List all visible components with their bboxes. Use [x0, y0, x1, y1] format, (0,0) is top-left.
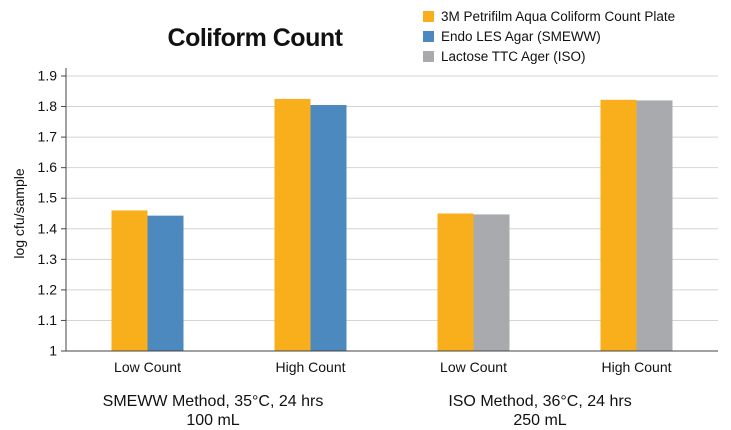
bars	[111, 98, 673, 352]
y-tick-label: 1.3	[38, 251, 58, 267]
group-label-smeww-line2: 100 mL	[186, 412, 240, 429]
bar-petrifilm-1	[111, 210, 148, 351]
y-tick-label: 1.6	[38, 159, 58, 175]
bar-petrifilm-2	[274, 98, 311, 352]
axis-labels: 1 1.1 1.2 1.3 1.4 1.5 1.6 1.7 1.8 1.9 log cfu/samp…	[11, 68, 672, 376]
y-tick-label: 1	[49, 343, 57, 359]
y-tick-label: 1.7	[38, 129, 58, 145]
legend-item-petrifilm: 3M Petrifilm Aqua Coliform Count Plate	[423, 6, 675, 26]
y-tick-label: 1.2	[38, 281, 58, 297]
chart-title: Coliform Count	[167, 24, 343, 52]
legend-label-lactose: Lactose TTC Ager (ISO)	[441, 48, 586, 64]
legend-swatch-endo	[423, 30, 434, 42]
legend-swatch-lactose	[423, 50, 434, 62]
bar-petrifilm-4	[600, 99, 637, 351]
y-tick-label: 1.9	[38, 68, 58, 84]
legend-item-lactose: Lactose TTC Ager (ISO)	[423, 46, 675, 66]
x-tick-label: Low Count	[114, 359, 181, 375]
group-label-smeww-line1: SMEWW Method, 35°C, 24 hrs	[102, 393, 324, 410]
legend: 3M Petrifilm Aqua Coliform Count Plate E…	[423, 6, 675, 66]
x-tick-label: High Count	[601, 359, 671, 375]
legend-swatch-petrifilm	[423, 10, 434, 22]
bar-endo-2	[310, 105, 347, 352]
legend-label-petrifilm: 3M Petrifilm Aqua Coliform Count Plate	[441, 8, 676, 24]
group-label-iso: ISO Method, 36°C, 24 hrs 250 mL	[410, 392, 670, 430]
y-tick-label: 1.5	[38, 190, 58, 206]
axes	[61, 68, 718, 352]
bar-endo-1	[147, 215, 184, 351]
y-tick-label: 1.4	[38, 220, 58, 236]
x-tick-label: High Count	[275, 359, 345, 375]
group-label-iso-line1: ISO Method, 36°C, 24 hrs	[448, 393, 632, 410]
bar-lactose-4	[636, 100, 673, 351]
x-tick-label: Low Count	[440, 359, 507, 375]
legend-item-endo: Endo LES Agar (SMEWW)	[423, 26, 675, 46]
bar-petrifilm-3	[437, 213, 474, 351]
y-tick-label: 1.1	[38, 312, 58, 328]
group-label-smeww: SMEWW Method, 35°C, 24 hrs 100 mL	[83, 392, 343, 430]
bar-lactose-3	[473, 214, 510, 351]
legend-label-endo: Endo LES Agar (SMEWW)	[441, 28, 601, 44]
y-tick-label: 1.8	[38, 98, 58, 114]
y-axis-title: log cfu/sample	[11, 168, 27, 258]
group-label-iso-line2: 250 mL	[513, 412, 567, 429]
